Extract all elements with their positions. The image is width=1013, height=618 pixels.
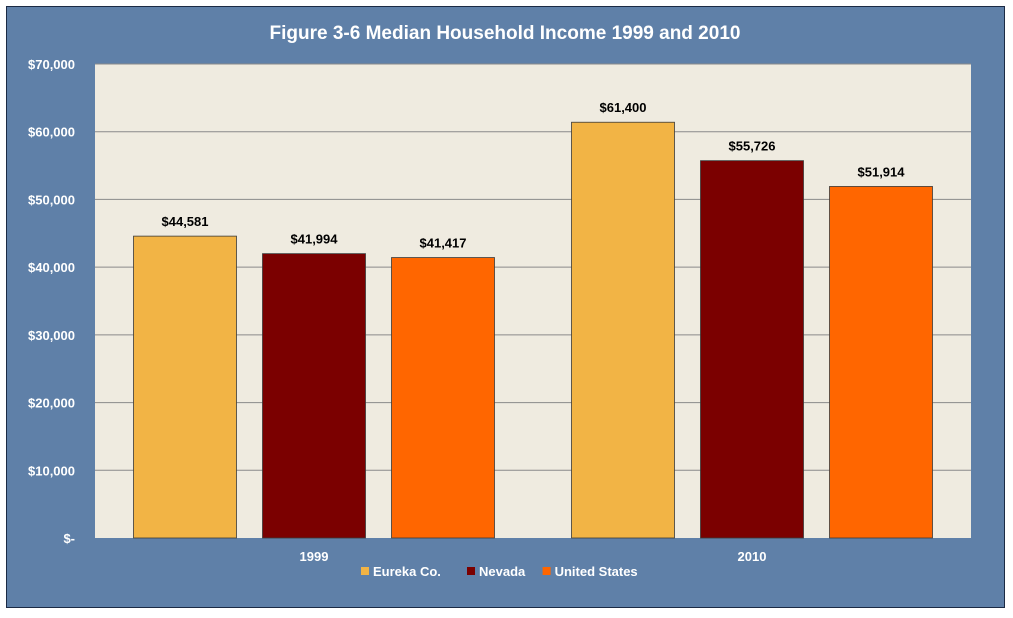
chart-title: Figure 3-6 Median Household Income 1999 … — [270, 23, 741, 44]
y-tick-label: $20,000 — [28, 396, 75, 411]
data-label: $51,914 — [858, 164, 906, 179]
bar — [262, 253, 366, 539]
bar — [391, 257, 495, 539]
data-label: $41,994 — [291, 232, 339, 247]
x-tick-label: 1999 — [300, 549, 329, 564]
plot-area — [95, 64, 971, 538]
y-tick-label: $10,000 — [28, 463, 75, 478]
legend-swatch — [467, 567, 475, 575]
y-axis: $- $10,000 $20,000 $30,000 $40,000 $50,000 $60… — [28, 57, 75, 546]
bar-chart: Figure 3-6 Median Household Income 1999 … — [7, 7, 1004, 607]
y-tick-label: $40,000 — [28, 260, 75, 275]
data-label: $55,726 — [729, 139, 776, 154]
bar — [133, 235, 237, 539]
legend-item-label: United States — [555, 564, 638, 579]
legend-swatch — [361, 567, 369, 575]
legend-item-label: Eureka Co. — [373, 564, 441, 579]
y-tick-label: $60,000 — [28, 125, 75, 140]
bar — [700, 160, 804, 539]
bar — [829, 186, 933, 539]
gridlines — [95, 63, 971, 471]
legend-swatch — [542, 567, 551, 575]
x-tick-label: 2010 — [738, 549, 767, 564]
data-label: $44,581 — [162, 214, 209, 229]
y-tick-label: $50,000 — [28, 192, 75, 207]
y-tick-label: $70,000 — [28, 57, 75, 72]
legend-item-label: Nevada — [479, 564, 526, 579]
legend: Eureka Co. Nevada United States — [361, 564, 638, 579]
data-label: $61,400 — [600, 100, 647, 115]
data-label: $41,417 — [420, 236, 467, 251]
y-tick-label: $30,000 — [28, 328, 75, 343]
bars: $44,581 $41,994 $41,417 $61,400 $55,726 $51,9… — [133, 100, 933, 539]
bar — [571, 121, 675, 539]
y-tick-label: $- — [63, 531, 75, 546]
chart-frame: Figure 3-6 Median Household Income 1999 … — [6, 6, 1005, 608]
x-axis: 1999 2010 — [300, 549, 767, 564]
